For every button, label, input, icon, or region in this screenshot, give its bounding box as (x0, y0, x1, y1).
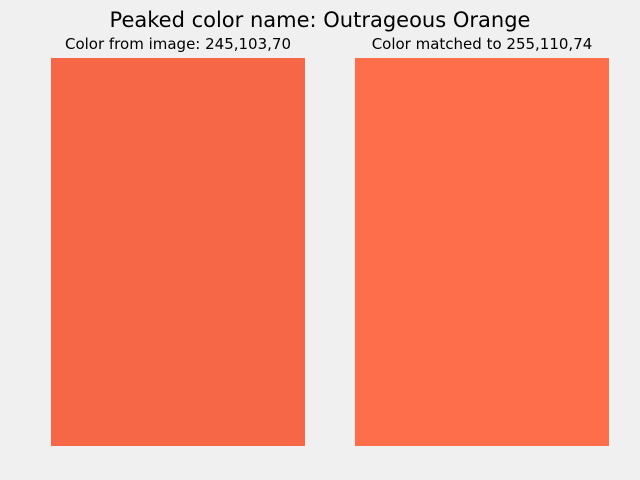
matched-color-label: Color matched to 255,110,74 (371, 35, 593, 53)
figure-title: Peaked color name: Outrageous Orange (109, 8, 531, 32)
matched-color-swatch (355, 58, 609, 446)
image-color-swatch (51, 58, 305, 446)
image-color-label: Color from image: 245,103,70 (64, 35, 292, 53)
